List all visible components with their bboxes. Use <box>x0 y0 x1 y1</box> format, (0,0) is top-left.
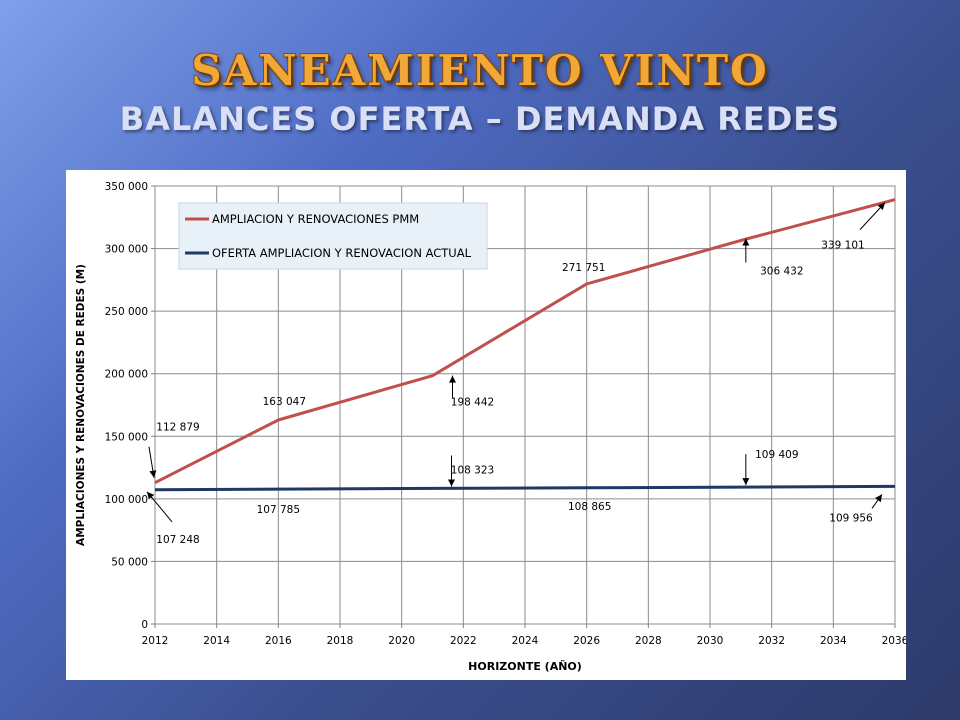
data-label: 107 248 <box>156 534 199 546</box>
annotation-arrow-head <box>742 238 750 246</box>
y-tick-label: 250 000 <box>105 306 148 318</box>
annotation-arrow-head <box>877 202 885 211</box>
annotation-arrow-head <box>449 375 456 383</box>
data-label: 109 956 <box>829 512 873 524</box>
y-tick-label: 350 000 <box>105 181 148 193</box>
data-label: 109 409 <box>755 449 798 461</box>
slide-title: SANEAMIENTO VINTO <box>191 46 769 95</box>
x-tick-label: 2026 <box>573 635 600 647</box>
x-tick-label: 2030 <box>697 635 724 647</box>
y-tick-label: 0 <box>141 619 148 631</box>
y-tick-label: 200 000 <box>105 369 148 381</box>
x-tick-label: 2018 <box>327 635 354 647</box>
legend-label: AMPLIACION Y RENOVACIONES PMM <box>212 212 419 226</box>
y-tick-label: 100 000 <box>105 494 148 506</box>
data-label: 107 785 <box>257 504 300 516</box>
x-tick-label: 2028 <box>635 635 662 647</box>
x-tick-label: 2032 <box>758 635 785 647</box>
y-tick-label: 300 000 <box>105 244 148 256</box>
annotation-arrow-head <box>147 491 155 500</box>
data-label: 271 751 <box>562 262 605 274</box>
annotation-arrow-head <box>742 478 750 486</box>
data-label: 339 101 <box>821 240 864 252</box>
x-tick-label: 2014 <box>203 635 230 647</box>
x-axis-title: HORIZONTE (AÑO) <box>468 660 582 673</box>
annotation-arrow-head <box>875 494 882 503</box>
data-label: 108 865 <box>568 501 611 513</box>
series-line-pmm <box>154 198 896 485</box>
x-tick-label: 2022 <box>450 635 477 647</box>
x-tick-label: 2036 <box>882 635 906 647</box>
data-label: 198 442 <box>451 397 494 409</box>
legend-box <box>178 202 488 270</box>
annotation-arrow-head <box>149 470 157 478</box>
x-tick-label: 2012 <box>142 635 169 647</box>
data-label: 163 047 <box>263 396 306 408</box>
x-tick-label: 2016 <box>265 635 292 647</box>
y-tick-label: 50 000 <box>111 556 148 568</box>
x-tick-label: 2034 <box>820 635 847 647</box>
y-tick-label: 150 000 <box>105 431 148 443</box>
x-tick-label: 2020 <box>388 635 415 647</box>
data-label: 306 432 <box>760 266 803 278</box>
legend-label: OFERTA AMPLIACION Y RENOVACION ACTUAL <box>212 246 472 260</box>
annotation-arrow-head <box>448 479 455 487</box>
y-axis-title: AMPLIACIONES Y RENOVACIONES DE REDES (M) <box>75 264 87 546</box>
slide-subtitle: BALANCES OFERTA – DEMANDA REDES <box>119 100 841 138</box>
x-tick-label: 2024 <box>512 635 539 647</box>
chart-container: 0 50 000 100 000 150 000 200 000 250 000 300 0… <box>66 170 909 680</box>
series-line-actual <box>154 484 896 492</box>
data-label: 112 879 <box>156 422 199 434</box>
line-chart: 0 50 000 100 000 150 000 200 000 250 000 300 0… <box>75 181 909 673</box>
data-label: 108 323 <box>451 464 494 476</box>
